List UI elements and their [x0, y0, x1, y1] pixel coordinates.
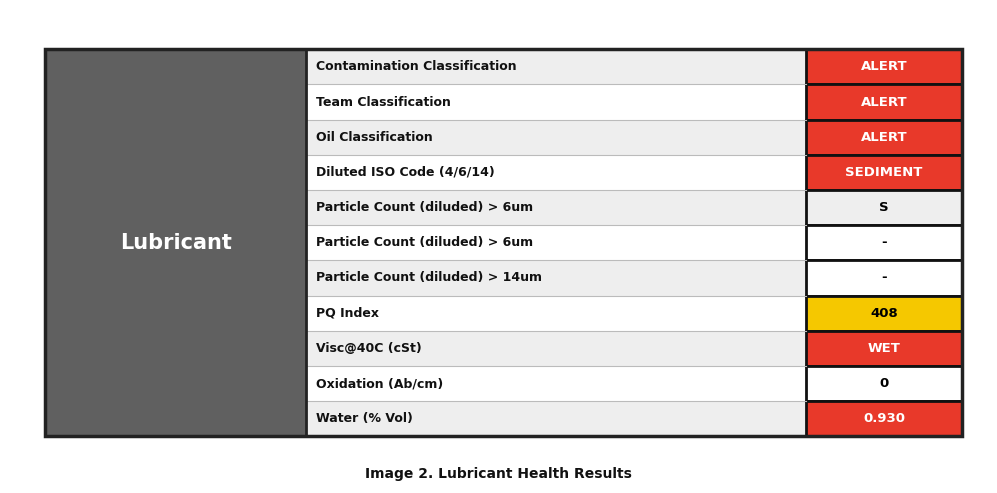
Bar — [306, 155, 807, 190]
Text: Particle Count (diluded) > 14um: Particle Count (diluded) > 14um — [316, 272, 542, 284]
Bar — [306, 296, 807, 331]
Bar — [807, 49, 962, 84]
Text: Diluted ISO Code (4/6/14): Diluted ISO Code (4/6/14) — [316, 166, 495, 179]
Text: Oil Classification: Oil Classification — [316, 131, 433, 144]
Bar — [306, 225, 807, 260]
Text: 0: 0 — [879, 377, 888, 390]
Bar — [807, 120, 962, 155]
Text: 0.930: 0.930 — [863, 412, 905, 425]
Text: ALERT: ALERT — [860, 60, 907, 73]
Bar — [306, 366, 807, 401]
Bar — [306, 260, 807, 296]
Text: -: - — [881, 272, 887, 284]
Text: Lubricant: Lubricant — [120, 233, 231, 253]
Bar — [807, 331, 962, 366]
Text: S: S — [879, 201, 889, 214]
Text: ALERT: ALERT — [860, 96, 907, 108]
Text: ALERT: ALERT — [860, 131, 907, 144]
Bar — [306, 331, 807, 366]
Text: -: - — [881, 236, 887, 249]
Bar — [807, 225, 962, 260]
Bar — [807, 366, 962, 401]
Text: Image 2. Lubricant Health Results: Image 2. Lubricant Health Results — [365, 467, 632, 481]
Bar — [306, 190, 807, 225]
Text: Water (% Vol): Water (% Vol) — [316, 412, 413, 425]
Text: Oxidation (Ab/cm): Oxidation (Ab/cm) — [316, 377, 444, 390]
Text: 408: 408 — [870, 307, 898, 319]
Bar — [807, 401, 962, 436]
Text: WET: WET — [867, 342, 900, 355]
Bar — [306, 401, 807, 436]
Text: PQ Index: PQ Index — [316, 307, 379, 319]
Text: SEDIMENT: SEDIMENT — [845, 166, 923, 179]
Bar — [807, 155, 962, 190]
Bar — [807, 296, 962, 331]
Bar — [306, 84, 807, 120]
Bar — [807, 260, 962, 296]
Bar — [306, 49, 807, 84]
Text: Contamination Classification: Contamination Classification — [316, 60, 516, 73]
Bar — [45, 49, 962, 436]
Text: Team Classification: Team Classification — [316, 96, 451, 108]
Bar — [45, 49, 306, 436]
Text: Particle Count (diluded) > 6um: Particle Count (diluded) > 6um — [316, 236, 533, 249]
Text: Particle Count (diluded) > 6um: Particle Count (diluded) > 6um — [316, 201, 533, 214]
Text: Visc@40C (cSt): Visc@40C (cSt) — [316, 342, 422, 355]
Bar — [306, 120, 807, 155]
Bar — [807, 84, 962, 120]
Bar — [807, 190, 962, 225]
